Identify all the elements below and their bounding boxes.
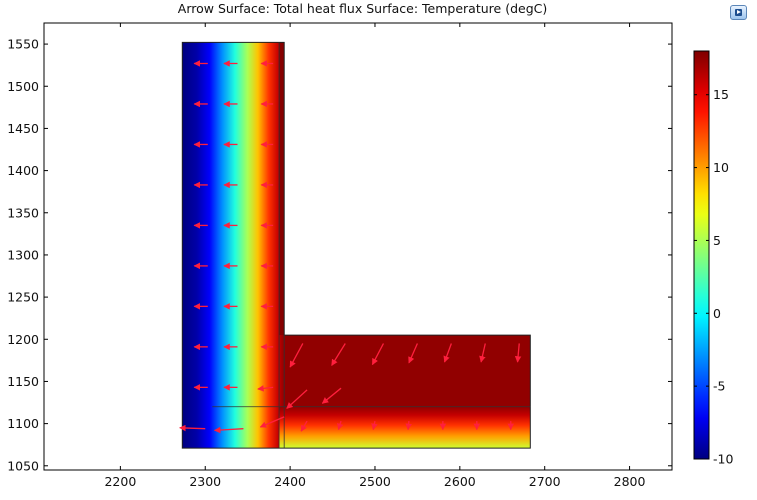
colorbar-tick-label: -5 — [713, 379, 725, 394]
heat-flux-arrow — [321, 387, 342, 404]
x-tick-label: 2700 — [529, 474, 561, 489]
heat-flux-arrow — [213, 426, 244, 434]
slab-upper-region — [284, 335, 531, 407]
x-axis: 2200 2300 2400 2500 2600 2700 2800 — [104, 23, 646, 489]
heat-flux-arrow — [514, 343, 522, 363]
heat-flux-arrow — [257, 385, 274, 392]
y-tick-label: 1200 — [7, 332, 39, 347]
slab-lower-region — [279, 406, 531, 449]
temperature-field — [181, 41, 531, 449]
heat-flux-arrow — [300, 420, 308, 432]
heat-flux-arrow — [289, 343, 304, 368]
x-tick-label: 2600 — [444, 474, 476, 489]
heat-flux-arrow — [259, 416, 285, 428]
y-tick-label: 1050 — [7, 458, 39, 473]
wall-region — [182, 42, 285, 449]
domain-outline — [181, 41, 531, 449]
y-tick-label: 1450 — [7, 121, 39, 136]
heat-flux-arrow — [405, 421, 412, 431]
x-tick-label: 2500 — [359, 474, 391, 489]
x-tick-label: 2400 — [274, 474, 306, 489]
colorbar-tick-label: 10 — [713, 160, 729, 175]
heat-flux-arrow — [179, 424, 206, 432]
colorbar-tick-label: -10 — [713, 452, 733, 467]
y-tick-label: 1350 — [7, 205, 39, 220]
heat-flux-arrow — [408, 343, 419, 364]
heat-flux-arrow — [443, 343, 452, 363]
wall-hot-strip — [279, 42, 285, 336]
heat-flux-arrows — [179, 60, 522, 434]
heat-flux-arrow — [371, 343, 385, 366]
colorbar-tick-label: 5 — [713, 233, 721, 248]
y-tick-label: 1400 — [7, 163, 39, 178]
y-tick-label: 1500 — [7, 79, 39, 94]
y-tick-label: 1150 — [7, 374, 39, 389]
y-tick-label: 1300 — [7, 247, 39, 262]
heat-flux-arrow — [479, 343, 486, 363]
x-tick-label: 2200 — [104, 474, 136, 489]
y-tick-label: 1550 — [7, 37, 39, 52]
colorbar: -10 -5 0 5 10 15 — [693, 50, 733, 467]
y-tick-label: 1250 — [7, 290, 39, 305]
y-axis: 1050 1100 1150 1200 1250 1300 1350 1400 1450 1500… — [7, 37, 672, 473]
x-tick-label: 2300 — [189, 474, 221, 489]
heat-flux-arrow — [331, 343, 346, 366]
heat-flux-arrow — [337, 420, 344, 431]
colorbar-tick-label: 0 — [713, 306, 721, 321]
window-export-icon[interactable] — [730, 5, 747, 20]
x-tick-label: 2800 — [614, 474, 646, 489]
colorbar-tick-label: 15 — [713, 87, 729, 102]
colorbar-scale — [693, 50, 710, 460]
heat-flux-arrow — [371, 420, 378, 431]
plot-title: Arrow Surface: Total heat flux Surface: … — [177, 1, 548, 16]
heat-flux-arrow — [286, 389, 308, 409]
y-tick-label: 1100 — [7, 416, 39, 431]
